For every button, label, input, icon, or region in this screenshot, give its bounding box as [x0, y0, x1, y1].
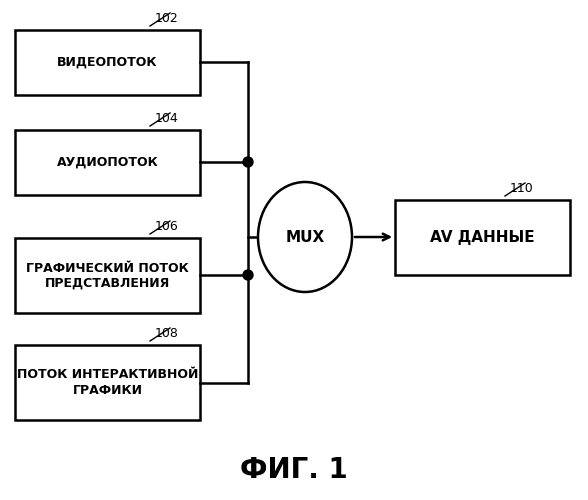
Text: 102: 102: [155, 12, 179, 25]
Bar: [15, 30, 200, 95]
Text: 104: 104: [155, 112, 179, 125]
Bar: [395, 200, 570, 275]
Circle shape: [243, 157, 253, 167]
Text: AV ДАННЫЕ: AV ДАННЫЕ: [430, 230, 535, 245]
Ellipse shape: [258, 182, 352, 292]
Text: 108: 108: [155, 327, 179, 340]
Text: 110: 110: [510, 182, 534, 195]
Text: 106: 106: [155, 220, 179, 233]
Text: АУДИОПОТОК: АУДИОПОТОК: [56, 156, 158, 169]
Text: MUX: MUX: [285, 230, 325, 244]
Bar: [15, 130, 200, 195]
Bar: [15, 345, 200, 420]
Text: ПОТОК ИНТЕРАКТИВНОЙ
ГРАФИКИ: ПОТОК ИНТЕРАКТИВНОЙ ГРАФИКИ: [17, 368, 198, 396]
Circle shape: [243, 270, 253, 280]
Text: ГРАФИЧЕСКИЙ ПОТОК
ПРЕДСТАВЛЕНИЯ: ГРАФИЧЕСКИЙ ПОТОК ПРЕДСТАВЛЕНИЯ: [26, 262, 189, 289]
Bar: [15, 238, 200, 313]
Text: ФИГ. 1: ФИГ. 1: [240, 456, 348, 484]
Text: ВИДЕОПОТОК: ВИДЕОПОТОК: [57, 56, 158, 69]
